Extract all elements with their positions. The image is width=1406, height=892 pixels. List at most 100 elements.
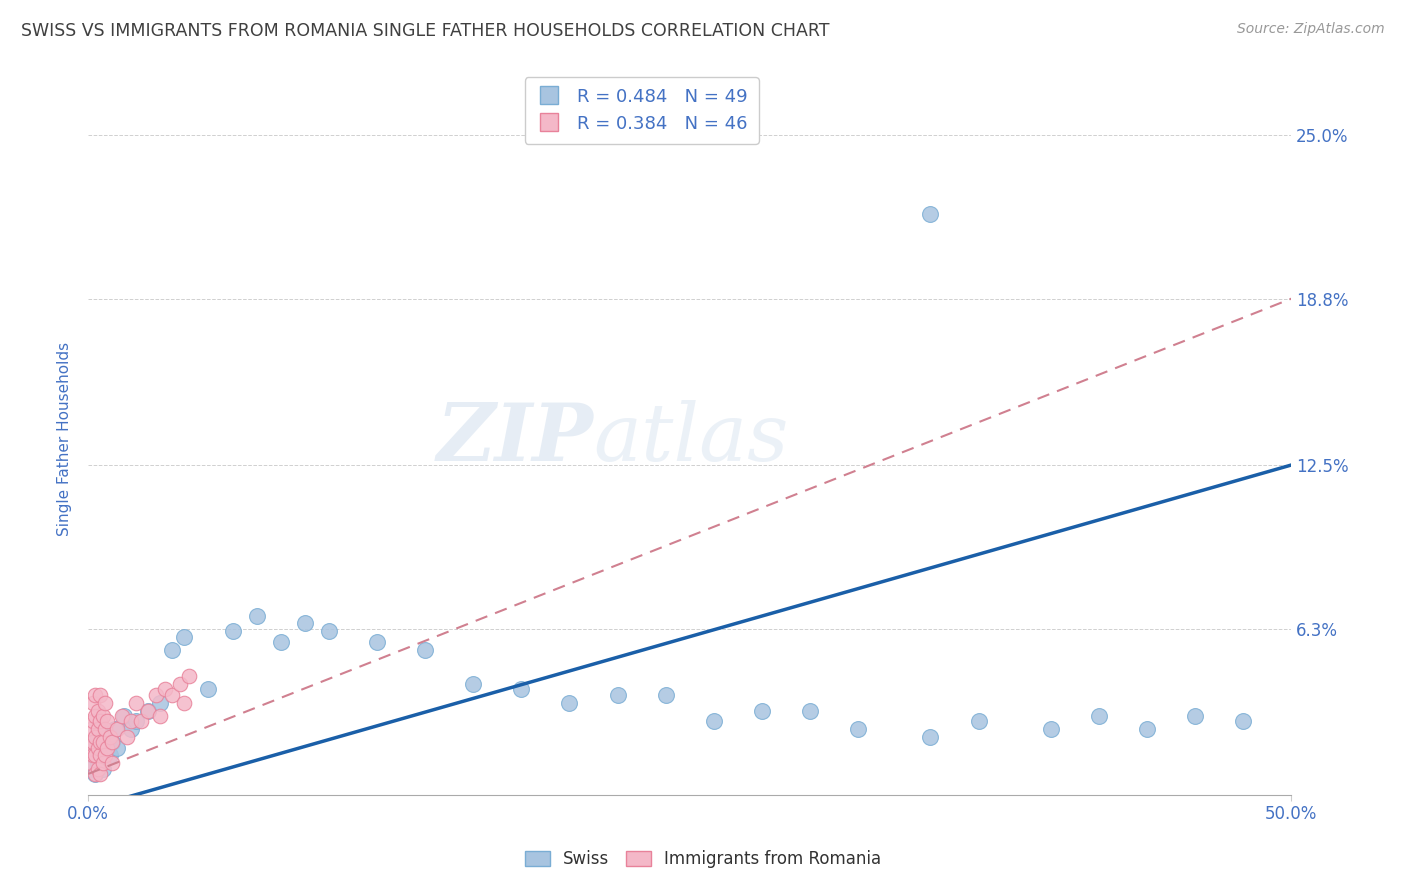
- Point: [96, 730, 118, 744]
- Point: [91, 735, 114, 749]
- Point: [136, 704, 159, 718]
- Point: [173, 696, 195, 710]
- Point: [91, 709, 114, 723]
- Point: [87, 756, 110, 771]
- Point: [366, 635, 388, 649]
- Point: [246, 608, 269, 623]
- Point: [221, 624, 243, 639]
- Point: [89, 748, 111, 763]
- Point: [94, 722, 117, 736]
- Point: [270, 635, 292, 649]
- Point: [153, 682, 176, 697]
- Point: [169, 677, 191, 691]
- Point: [94, 740, 117, 755]
- Point: [84, 767, 107, 781]
- Point: [79, 762, 101, 776]
- Point: [149, 709, 172, 723]
- Point: [89, 722, 111, 736]
- Point: [82, 735, 104, 749]
- Point: [82, 748, 104, 763]
- Point: [179, 669, 201, 683]
- Point: [162, 688, 184, 702]
- Point: [145, 688, 167, 702]
- Point: [94, 748, 117, 763]
- Point: [87, 730, 110, 744]
- Point: [87, 762, 110, 776]
- Point: [463, 677, 485, 691]
- Point: [1088, 709, 1111, 723]
- Point: [799, 704, 821, 718]
- Point: [101, 756, 124, 771]
- Point: [84, 730, 107, 744]
- Point: [87, 740, 110, 755]
- Point: [173, 630, 195, 644]
- Point: [162, 643, 184, 657]
- Point: [91, 735, 114, 749]
- Text: SWISS VS IMMIGRANTS FROM ROMANIA SINGLE FATHER HOUSEHOLDS CORRELATION CHART: SWISS VS IMMIGRANTS FROM ROMANIA SINGLE …: [21, 22, 830, 40]
- Point: [96, 714, 118, 728]
- Point: [79, 722, 101, 736]
- Point: [98, 748, 121, 763]
- Point: [1184, 709, 1206, 723]
- Point: [79, 740, 101, 755]
- Point: [89, 714, 111, 728]
- Point: [89, 748, 111, 763]
- Point: [121, 714, 143, 728]
- Point: [87, 722, 110, 736]
- Point: [846, 722, 869, 736]
- Point: [105, 722, 128, 736]
- Point: [82, 714, 104, 728]
- Text: atlas: atlas: [593, 400, 789, 477]
- Point: [101, 735, 124, 749]
- Point: [89, 767, 111, 781]
- Legend: R = 0.484   N = 49, R = 0.384   N = 46: R = 0.484 N = 49, R = 0.384 N = 46: [524, 77, 758, 144]
- Point: [1232, 714, 1254, 728]
- Point: [87, 704, 110, 718]
- Point: [129, 714, 152, 728]
- Point: [89, 688, 111, 702]
- Point: [294, 616, 316, 631]
- Point: [1039, 722, 1062, 736]
- Point: [84, 767, 107, 781]
- Point: [920, 730, 942, 744]
- Point: [318, 624, 340, 639]
- Point: [121, 722, 143, 736]
- Legend: Swiss, Immigrants from Romania: Swiss, Immigrants from Romania: [517, 844, 889, 875]
- Point: [98, 730, 121, 744]
- Point: [125, 714, 148, 728]
- Point: [136, 704, 159, 718]
- Point: [91, 762, 114, 776]
- Point: [84, 709, 107, 723]
- Point: [82, 748, 104, 763]
- Point: [79, 756, 101, 771]
- Point: [751, 704, 773, 718]
- Point: [606, 688, 628, 702]
- Y-axis label: Single Father Households: Single Father Households: [58, 342, 72, 536]
- Point: [96, 740, 118, 755]
- Text: Source: ZipAtlas.com: Source: ZipAtlas.com: [1237, 22, 1385, 37]
- Point: [84, 740, 107, 755]
- Point: [84, 748, 107, 763]
- Point: [89, 735, 111, 749]
- Point: [111, 709, 134, 723]
- Point: [149, 696, 172, 710]
- Point: [413, 643, 436, 657]
- Point: [105, 740, 128, 755]
- Point: [920, 207, 942, 221]
- Point: [703, 714, 725, 728]
- Point: [510, 682, 533, 697]
- Point: [125, 696, 148, 710]
- Point: [82, 696, 104, 710]
- Point: [115, 730, 138, 744]
- Point: [654, 688, 676, 702]
- Point: [1136, 722, 1159, 736]
- Point: [94, 696, 117, 710]
- Point: [101, 735, 124, 749]
- Point: [112, 709, 135, 723]
- Point: [558, 696, 581, 710]
- Point: [104, 722, 127, 736]
- Point: [91, 756, 114, 771]
- Point: [82, 735, 104, 749]
- Point: [967, 714, 990, 728]
- Text: ZIP: ZIP: [437, 400, 593, 477]
